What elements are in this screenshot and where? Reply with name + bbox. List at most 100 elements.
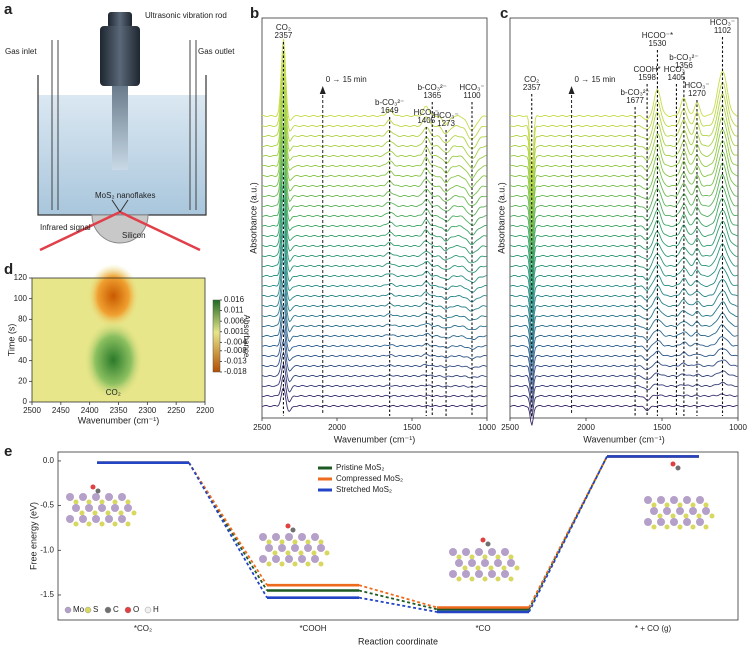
atom-s (703, 502, 709, 508)
atom-mo (475, 548, 483, 556)
spectrum-trace (509, 117, 738, 210)
atom-key (124, 606, 132, 614)
x-tick-label: *CO₂ (134, 624, 152, 633)
plot-frame (261, 17, 488, 419)
atom-mo (670, 518, 678, 526)
atom-key (84, 606, 92, 614)
atom-mo (501, 548, 509, 556)
band-position: 1405 (417, 116, 435, 125)
atom-mo (98, 504, 106, 512)
spectrum-trace (509, 381, 738, 409)
label: Gas inlet (5, 47, 37, 56)
atom-mo (481, 559, 489, 567)
atom-s (690, 502, 696, 508)
spectrum-trace (509, 151, 738, 237)
atom-s (311, 550, 317, 556)
setup-diagram: Ultrasonic vibration rod Gas inlet Gas o… (5, 11, 235, 252)
spectrum-trace (509, 255, 738, 314)
heat-region (83, 320, 144, 400)
atom-mo (488, 548, 496, 556)
atom-mo (507, 559, 515, 567)
band-position: 1530 (649, 39, 667, 48)
x-tick-label: 2200 (196, 406, 214, 415)
atom-mo (657, 518, 665, 526)
peak-label: CO₂ (106, 388, 121, 397)
atom-s (651, 524, 657, 530)
spectrum-trace (261, 170, 487, 236)
atom-mo (488, 570, 496, 578)
atom-mo (85, 504, 93, 512)
spectrum-trace (509, 92, 738, 193)
spectrum-trace (261, 62, 487, 149)
band-name: b-CO₃²⁻ (669, 53, 698, 62)
spectrum-trace (510, 70, 738, 177)
atom-s (298, 550, 304, 556)
atom-s (279, 539, 285, 545)
spectrum-trace (509, 231, 738, 297)
atom-mo (92, 515, 100, 523)
band-name: HCO₃⁻ (414, 108, 439, 117)
y-tick-label: -1.5 (40, 590, 54, 599)
atom-mo (259, 533, 267, 541)
spectrum-trace (509, 290, 738, 341)
spectrum-trace (262, 38, 487, 131)
atom-s (92, 510, 98, 516)
atom-mo (105, 515, 113, 523)
atom-s (112, 499, 118, 505)
band-name: CO₂ (524, 75, 539, 84)
atom-mo (285, 555, 293, 563)
atom-mo (304, 544, 312, 552)
atom-s (131, 510, 137, 516)
atom-s (462, 565, 468, 571)
band-position: 1100 (463, 91, 481, 100)
atom-s (664, 502, 670, 508)
x-tick-label: 2500 (23, 406, 41, 415)
atom-o (670, 461, 676, 467)
connector (528, 456, 608, 613)
gas-tubes (51, 40, 197, 210)
atom-mo (475, 570, 483, 578)
colorbar-tick-label: -0.018 (224, 367, 247, 376)
atom-s (475, 565, 481, 571)
label: MoS₂ nanoflakes (95, 191, 155, 200)
plot-frame (57, 451, 739, 621)
atom-s (670, 513, 676, 519)
atom-mo (689, 507, 697, 515)
band-position: 1102 (714, 26, 732, 35)
atom-mo (79, 493, 87, 501)
band-name: HCO₃⁻ (433, 111, 458, 120)
atom-s (469, 554, 475, 560)
spectrum-trace (261, 313, 487, 352)
atom-s (696, 513, 702, 519)
atom-c (485, 541, 491, 547)
spectrum-trace (261, 255, 487, 303)
spectrum-trace (509, 359, 738, 393)
colorbar-label: Absorbance (242, 315, 251, 358)
spectrum-trace (509, 301, 738, 349)
colorbar-tick-label: 0.006 (224, 316, 245, 325)
x-tick-label: 1000 (478, 423, 496, 432)
band-position: 1270 (688, 89, 706, 98)
spectrum-trace (261, 183, 487, 246)
spectrum-trace (509, 186, 738, 262)
atom-s (99, 499, 105, 505)
spectrum-trace (261, 230, 487, 283)
colorbar-tick-label: 0.001 (224, 327, 245, 336)
atom-mo (92, 493, 100, 501)
spectrum-trace (261, 146, 487, 216)
spectrum-trace (261, 98, 487, 179)
connector (358, 589, 438, 611)
spectrum-trace (509, 312, 738, 357)
atom-s (279, 561, 285, 567)
band-position: 1356 (675, 61, 693, 70)
colorbar-tick-label: 0.011 (224, 306, 244, 315)
atom-c (290, 527, 296, 533)
panel-letter: c (500, 5, 508, 22)
spectrum-trace (261, 123, 487, 198)
y-tick-label: 120 (14, 273, 28, 282)
colorbar-tick-label: -0.008 (224, 346, 247, 355)
atom-s (508, 576, 514, 582)
spectrum-trace (509, 104, 738, 202)
x-tick-label: 2300 (138, 406, 156, 415)
atom-mo (311, 533, 319, 541)
